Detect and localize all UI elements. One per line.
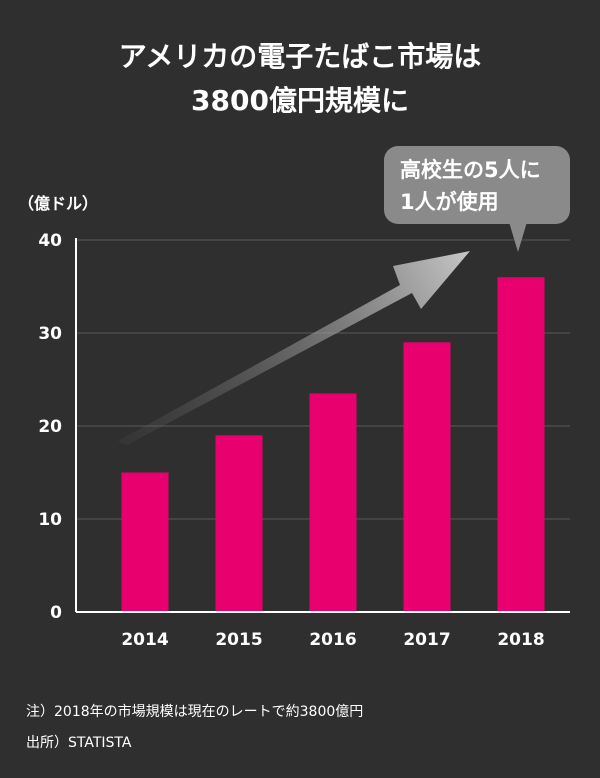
footnote: 注）2018年の市場規模は現在のレートで約3800億円	[26, 704, 364, 720]
x-tick-label: 2016	[309, 630, 356, 650]
x-tick-labels: 2014 2015 2016 2017 2018	[121, 630, 544, 650]
x-tick-label: 2014	[121, 630, 168, 650]
chart-title-line-2: 3800億円規模に	[191, 84, 409, 117]
y-axis-unit-label: （億ドル）	[18, 194, 99, 213]
callout-tail	[509, 222, 527, 252]
y-tick-label: 40	[38, 231, 62, 251]
trend-arrow	[118, 251, 470, 445]
x-tick-label: 2018	[497, 630, 544, 650]
axes	[75, 238, 570, 613]
bar-2018	[497, 277, 545, 612]
y-tick-label: 0	[50, 603, 62, 623]
bar-2016	[309, 393, 357, 612]
y-tick-label: 30	[38, 324, 62, 344]
bar-2015	[215, 435, 263, 612]
source-note: 出所）STATISTA	[26, 735, 132, 751]
callout-bubble: 高校生の5人に 1人が使用	[384, 146, 570, 224]
y-tick-labels: 0 10 20 30 40	[38, 231, 62, 623]
x-tick-label: 2015	[215, 630, 262, 650]
bar-2014	[121, 472, 169, 612]
callout-text-line-1: 高校生の5人に	[400, 158, 541, 182]
bars	[121, 277, 545, 612]
bar-2017	[403, 342, 451, 612]
callout-text-line-2: 1人が使用	[400, 190, 499, 214]
y-tick-label: 20	[38, 417, 62, 437]
y-tick-label: 10	[38, 510, 62, 530]
x-tick-label: 2017	[403, 630, 450, 650]
chart-title-line-1: アメリカの電子たばこ市場は	[118, 40, 482, 73]
